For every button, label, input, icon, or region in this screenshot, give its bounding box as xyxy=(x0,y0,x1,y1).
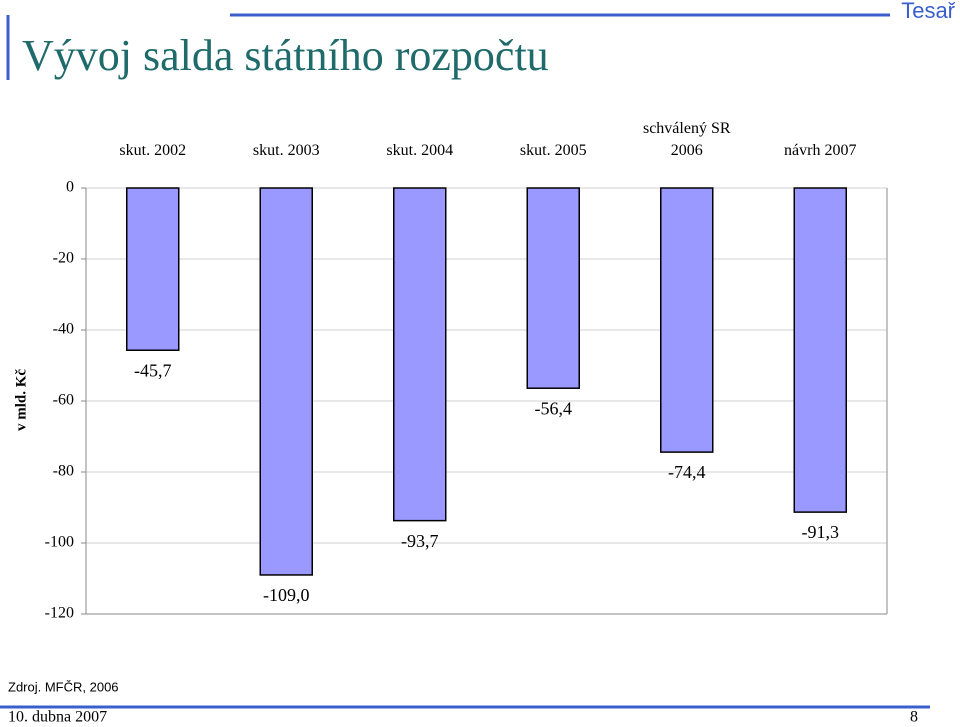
value-label: -91,3 xyxy=(802,522,840,542)
x-tick-label: schválený SR 2006 xyxy=(642,120,731,159)
value-label: -45,7 xyxy=(134,360,172,380)
footer-date: 10. dubna 2007 xyxy=(8,709,107,726)
y-tick-label: -120 xyxy=(45,605,74,622)
x-tick-label: skut. 2005 xyxy=(519,142,587,159)
value-label: -93,7 xyxy=(401,531,439,551)
value-label: -74,4 xyxy=(668,462,706,482)
source: Zdroj. MFČR, 2006 xyxy=(8,679,119,694)
bar xyxy=(126,187,180,351)
y-tick-label: 0 xyxy=(66,179,74,196)
y-tick-label: -20 xyxy=(53,250,74,267)
bar xyxy=(393,187,447,522)
y-tick-label: -60 xyxy=(53,392,74,409)
page-number: 8 xyxy=(910,709,918,726)
x-tick-label: návrh 2007 xyxy=(784,142,857,159)
bar xyxy=(660,187,714,453)
bar xyxy=(259,187,313,576)
bar xyxy=(526,187,580,389)
bar xyxy=(793,187,847,513)
x-tick-label: skut. 2004 xyxy=(386,142,454,159)
y-tick-label: -40 xyxy=(53,321,74,338)
y-axis-label: v mld. Kč xyxy=(13,369,29,431)
y-tick-label: -80 xyxy=(53,463,74,480)
x-tick-label: skut. 2002 xyxy=(119,142,187,159)
value-label: -56,4 xyxy=(535,398,573,418)
x-tick-label: skut. 2003 xyxy=(252,142,320,159)
chart-title: Vývoj salda státního rozpočtu xyxy=(22,31,549,80)
author: Tesař xyxy=(901,0,955,23)
value-label: -109,0 xyxy=(263,585,310,605)
y-tick-label: -100 xyxy=(45,534,74,551)
